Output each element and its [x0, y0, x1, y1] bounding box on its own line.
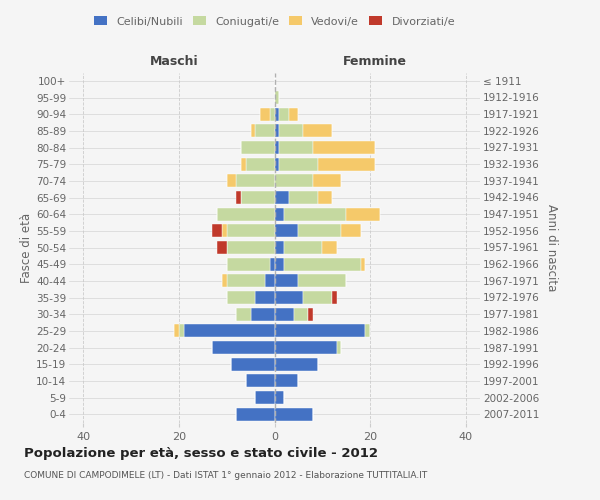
Bar — [275, 358, 317, 370]
Bar — [236, 191, 241, 204]
Bar — [279, 108, 289, 120]
Bar — [303, 291, 332, 304]
Bar — [275, 374, 298, 388]
Bar — [184, 324, 275, 338]
Bar — [275, 408, 313, 420]
Bar — [227, 291, 256, 304]
Bar — [337, 341, 341, 354]
Bar — [284, 208, 346, 220]
Bar — [313, 174, 341, 188]
Bar — [279, 141, 313, 154]
Bar — [179, 324, 184, 338]
Bar — [275, 308, 293, 320]
Bar — [279, 124, 303, 138]
Bar — [275, 174, 313, 188]
Bar — [275, 158, 279, 170]
Bar — [298, 224, 341, 237]
Bar — [298, 274, 346, 287]
Bar — [275, 241, 284, 254]
Bar — [332, 291, 337, 304]
Bar — [284, 258, 361, 270]
Bar — [217, 208, 275, 220]
Bar — [227, 224, 275, 237]
Bar — [241, 141, 275, 154]
Bar — [256, 391, 275, 404]
Bar — [313, 141, 375, 154]
Bar — [275, 391, 284, 404]
Bar — [275, 291, 303, 304]
Bar — [317, 158, 375, 170]
Bar — [275, 341, 337, 354]
Bar — [361, 258, 365, 270]
Bar — [174, 324, 179, 338]
Bar — [222, 274, 227, 287]
Bar — [246, 158, 275, 170]
Bar — [227, 241, 275, 254]
Bar — [227, 258, 270, 270]
Bar — [346, 208, 380, 220]
Bar — [260, 108, 270, 120]
Legend: Celibi/Nubili, Coniugati/e, Vedovi/e, Divorziati/e: Celibi/Nubili, Coniugati/e, Vedovi/e, Di… — [93, 15, 456, 28]
Bar — [293, 308, 308, 320]
Bar — [322, 241, 337, 254]
Bar — [275, 224, 298, 237]
Bar — [303, 124, 332, 138]
Bar — [222, 224, 227, 237]
Bar — [317, 191, 332, 204]
Bar — [275, 324, 365, 338]
Bar — [241, 158, 246, 170]
Bar — [275, 141, 279, 154]
Bar — [275, 191, 289, 204]
Text: Maschi: Maschi — [150, 54, 199, 68]
Bar — [289, 191, 317, 204]
Bar — [275, 108, 279, 120]
Bar — [256, 291, 275, 304]
Bar — [265, 274, 275, 287]
Bar — [275, 91, 279, 104]
Bar — [246, 374, 275, 388]
Bar — [212, 341, 275, 354]
Bar — [227, 274, 265, 287]
Bar — [341, 224, 361, 237]
Bar — [217, 241, 227, 254]
Bar — [232, 358, 275, 370]
Bar — [289, 108, 298, 120]
Bar — [279, 158, 317, 170]
Bar — [251, 308, 275, 320]
Bar — [251, 124, 256, 138]
Y-axis label: Fasce di età: Fasce di età — [20, 212, 33, 282]
Bar — [308, 308, 313, 320]
Bar — [270, 258, 275, 270]
Text: Femmine: Femmine — [343, 54, 407, 68]
Bar — [284, 241, 322, 254]
Bar — [236, 408, 275, 420]
Bar — [241, 191, 275, 204]
Bar — [275, 124, 279, 138]
Bar — [227, 174, 236, 188]
Bar — [275, 258, 284, 270]
Bar — [365, 324, 370, 338]
Bar — [275, 208, 284, 220]
Bar — [256, 124, 275, 138]
Y-axis label: Anni di nascita: Anni di nascita — [545, 204, 558, 291]
Text: COMUNE DI CAMPODIMELE (LT) - Dati ISTAT 1° gennaio 2012 - Elaborazione TUTTITALI: COMUNE DI CAMPODIMELE (LT) - Dati ISTAT … — [24, 471, 427, 480]
Text: Popolazione per età, sesso e stato civile - 2012: Popolazione per età, sesso e stato civil… — [24, 448, 378, 460]
Bar — [212, 224, 222, 237]
Bar — [236, 308, 251, 320]
Bar — [275, 274, 298, 287]
Bar — [270, 108, 275, 120]
Bar — [236, 174, 275, 188]
